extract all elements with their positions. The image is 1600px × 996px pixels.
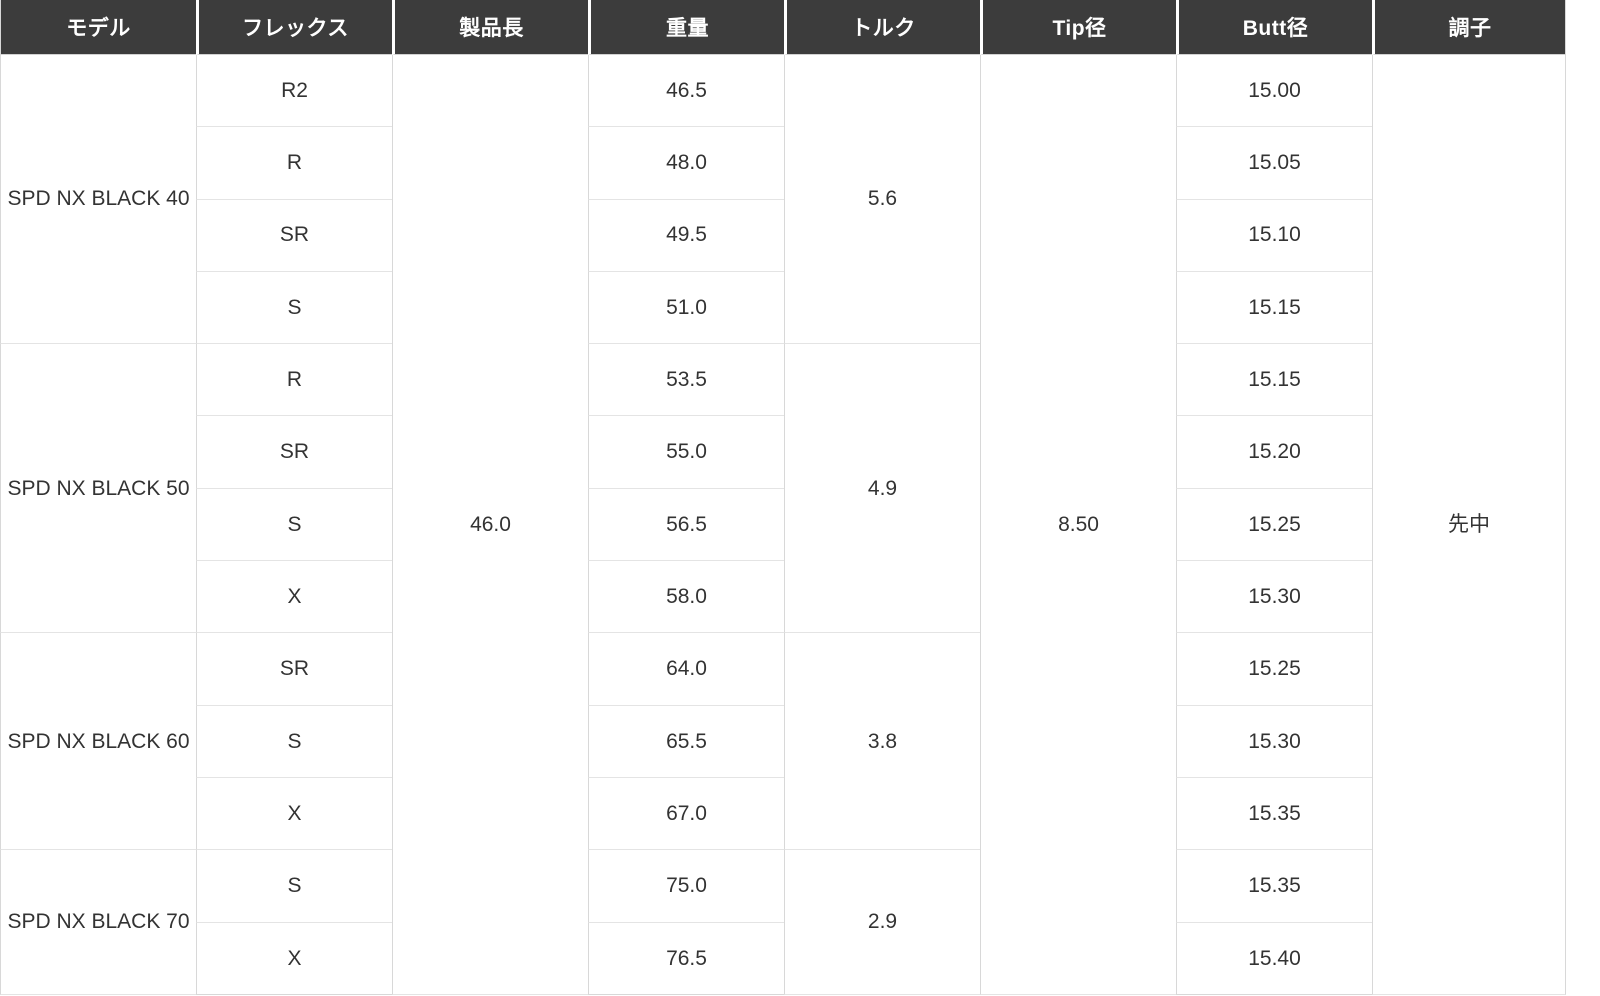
butt-diameter-cell: 15.00	[1176, 55, 1372, 128]
butt-diameter-cell: 15.35	[1176, 850, 1372, 923]
butt-diameter-cell: 15.35	[1176, 777, 1372, 851]
table-row: R 48.0 15.05	[0, 127, 1566, 200]
weight-cell: 49.5	[588, 199, 784, 272]
table-row: SPD NX BLACK 60 SR 64.0 3.8 15.25	[0, 633, 1566, 851]
weight-cell: 48.0	[588, 127, 784, 200]
tip-diameter-cell: 8.50	[980, 55, 1176, 995]
butt-diameter-cell: 15.40	[1176, 922, 1372, 995]
flex-cell: X	[196, 777, 392, 851]
weight-cell: 65.5	[588, 705, 784, 778]
torque-cell: 4.9	[784, 344, 980, 634]
weight-cell: 56.5	[588, 488, 784, 562]
butt-diameter-cell: 15.15	[1176, 271, 1372, 345]
weight-cell: 64.0	[588, 633, 784, 706]
model-name-cell: SPD NX BLACK 40	[0, 55, 196, 345]
butt-diameter-cell: 15.25	[1176, 488, 1372, 562]
table-row: S 51.0 15.15	[0, 271, 1566, 345]
butt-diameter-cell: 15.30	[1176, 705, 1372, 778]
flex-cell: R2	[196, 55, 392, 128]
table-row: X 58.0 15.30	[0, 561, 1566, 634]
column-header-torque: トルク	[784, 0, 980, 55]
table-header: モデル フレックス 製品長 重量 トルク Tip径 Butt径 調子	[0, 0, 1566, 55]
model-name-cell: SPD NX BLACK 60	[0, 633, 196, 851]
column-header-length: 製品長	[392, 0, 588, 55]
column-header-kick: 調子	[1372, 0, 1566, 55]
table-row: X 67.0 15.35	[0, 777, 1566, 851]
weight-cell: 58.0	[588, 561, 784, 634]
torque-cell: 5.6	[784, 55, 980, 345]
table-row: SPD NX BLACK 40 R2 46.0 46.5 5.6 8.50 15.00 先中	[0, 55, 1566, 995]
weight-cell: 51.0	[588, 271, 784, 345]
weight-cell: 75.0	[588, 850, 784, 923]
shaft-spec-table: モデル フレックス 製品長 重量 トルク Tip径 Butt径 調子 SPD NX BLACK…	[0, 0, 1566, 995]
table-row: S 56.5 15.25	[0, 488, 1566, 562]
model-name-cell: SPD NX BLACK 70	[0, 850, 196, 995]
flex-cell: R	[196, 344, 392, 417]
weight-cell: 76.5	[588, 922, 784, 995]
weight-cell: 53.5	[588, 344, 784, 417]
flex-cell: R	[196, 127, 392, 200]
flex-cell: X	[196, 561, 392, 634]
table-header-row: モデル フレックス 製品長 重量 トルク Tip径 Butt径 調子	[0, 0, 1566, 55]
column-header-tip: Tip径	[980, 0, 1176, 55]
flex-cell: S	[196, 271, 392, 345]
butt-diameter-cell: 15.30	[1176, 561, 1372, 634]
table-row: S 65.5 15.30	[0, 705, 1566, 778]
butt-diameter-cell: 15.05	[1176, 127, 1372, 200]
model-name-cell: SPD NX BLACK 50	[0, 344, 196, 634]
flex-cell: S	[196, 488, 392, 562]
table-row: SR 55.0 15.20	[0, 416, 1566, 489]
torque-cell: 2.9	[784, 850, 980, 995]
flex-cell: SR	[196, 416, 392, 489]
table-row: SR 49.5 15.10	[0, 199, 1566, 272]
table-body: SPD NX BLACK 40 R2 46.0 46.5 5.6 8.50 15.00 先中 R…	[0, 55, 1566, 995]
flex-cell: SR	[196, 633, 392, 706]
butt-diameter-cell: 15.25	[1176, 633, 1372, 706]
weight-cell: 46.5	[588, 55, 784, 128]
column-header-model: モデル	[0, 0, 196, 55]
weight-cell: 55.0	[588, 416, 784, 489]
kick-point-cell: 先中	[1372, 55, 1566, 995]
butt-diameter-cell: 15.15	[1176, 344, 1372, 417]
table-row: SPD NX BLACK 50 R 53.5 4.9 15.15	[0, 344, 1566, 634]
flex-cell: S	[196, 705, 392, 778]
flex-cell: X	[196, 922, 392, 995]
flex-cell: S	[196, 850, 392, 923]
table-row: X 76.5 15.40	[0, 922, 1566, 995]
column-header-flex: フレックス	[196, 0, 392, 55]
butt-diameter-cell: 15.10	[1176, 199, 1372, 272]
butt-diameter-cell: 15.20	[1176, 416, 1372, 489]
flex-cell: SR	[196, 199, 392, 272]
column-header-butt: Butt径	[1176, 0, 1372, 55]
weight-cell: 67.0	[588, 777, 784, 851]
length-cell: 46.0	[392, 55, 588, 995]
table-row: SPD NX BLACK 70 S 75.0 2.9 15.35	[0, 850, 1566, 995]
column-header-weight: 重量	[588, 0, 784, 55]
torque-cell: 3.8	[784, 633, 980, 851]
